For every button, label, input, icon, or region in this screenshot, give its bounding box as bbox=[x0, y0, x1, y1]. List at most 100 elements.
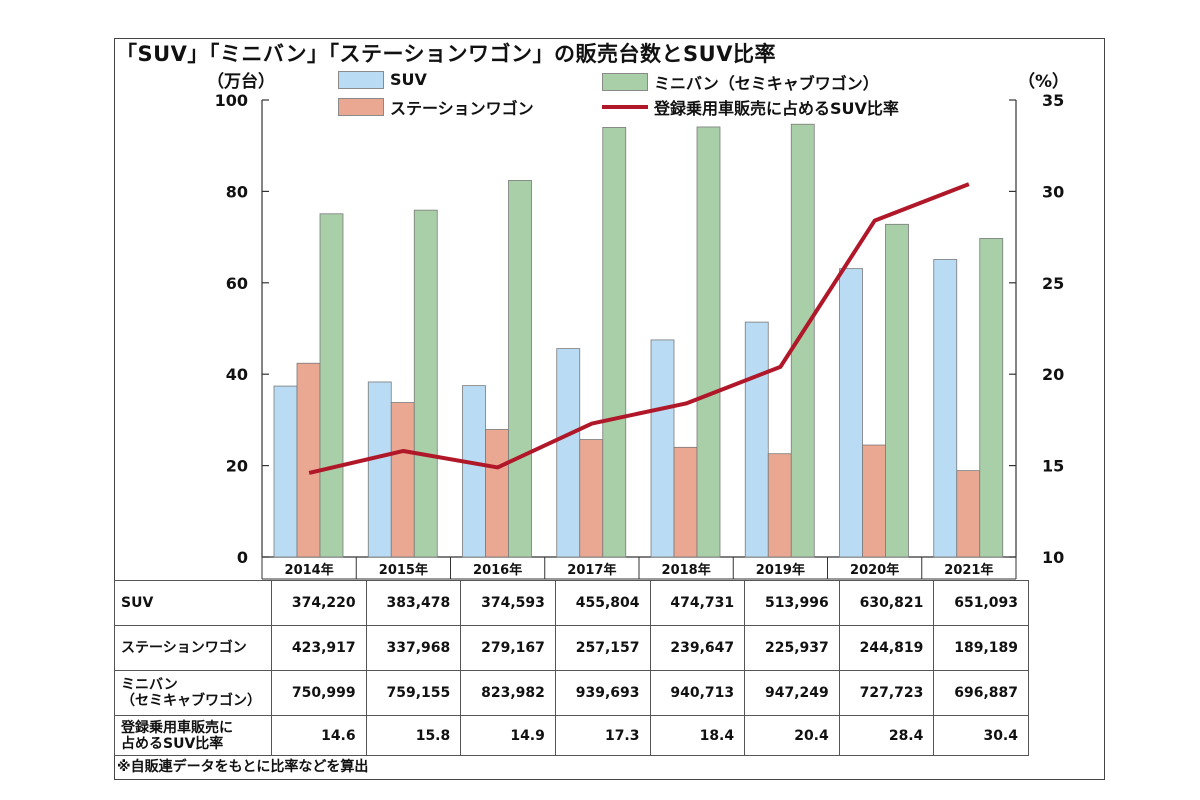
bar-suv bbox=[933, 259, 958, 558]
left-tick-label: 80 bbox=[226, 182, 248, 201]
table-cell: 939,693 bbox=[554, 670, 651, 716]
table-cell: 14.9 bbox=[460, 715, 556, 756]
table-cell: 28.4 bbox=[838, 715, 935, 756]
right-tick-label: 25 bbox=[1042, 274, 1064, 293]
x-tick-label: 2016年 bbox=[473, 562, 522, 578]
table-cell: 630,821 bbox=[838, 580, 935, 626]
table-cell: 727,723 bbox=[838, 670, 935, 716]
x-tick-label: 2018年 bbox=[662, 562, 711, 578]
left-tick-label: 40 bbox=[226, 365, 248, 384]
bar-wagon bbox=[767, 453, 792, 558]
legend-ratio-line bbox=[602, 105, 648, 109]
chart-frame bbox=[114, 38, 1105, 780]
chart-title: 「SUV」「ミニバン」「ステーションワゴン」の販売台数とSUV比率 bbox=[116, 42, 776, 66]
table-cell: 423,917 bbox=[271, 625, 367, 671]
legend-ratio: 登録乗用車販売に占めるSUV比率 bbox=[602, 95, 899, 119]
table-cell: 383,478 bbox=[365, 580, 462, 626]
bar-suv bbox=[273, 385, 298, 558]
table-cell: 279,167 bbox=[460, 625, 556, 671]
bar-wagon bbox=[579, 439, 604, 558]
table-cell: 940,713 bbox=[649, 670, 746, 716]
table-row: SUV 374,220 383,478 374,593 455,804 474,… bbox=[114, 580, 1029, 626]
table-row: ミニバン （セミキャブワゴン） 750,999 759,155 823,982 9… bbox=[114, 670, 1029, 716]
row-label: ステーションワゴン bbox=[114, 625, 272, 671]
row-label-line2: （セミキャブワゴン） bbox=[121, 693, 261, 709]
x-tick-label: 2020年 bbox=[850, 562, 899, 578]
data-table: SUV 374,220 383,478 374,593 455,804 474,… bbox=[114, 580, 1029, 756]
ratio-line bbox=[308, 182, 970, 475]
bar-wagon bbox=[956, 470, 981, 558]
table-cell: 474,731 bbox=[649, 580, 746, 626]
table-row: ステーションワゴン 423,917 337,968 279,167 257,15… bbox=[114, 625, 1029, 671]
x-tick-label: 2021年 bbox=[944, 562, 993, 578]
x-tick-label: 2019年 bbox=[756, 562, 805, 578]
right-axis-unit: （%） bbox=[1018, 72, 1070, 92]
table-cell: 18.4 bbox=[649, 715, 746, 756]
x-tick-label: 2014年 bbox=[285, 562, 334, 578]
legend-ratio-label: 登録乗用車販売に占めるSUV比率 bbox=[654, 99, 899, 118]
bar-suv bbox=[462, 385, 486, 558]
bar-suv bbox=[744, 321, 769, 558]
legend-minivan-label: ミニバン（セミキャブワゴン） bbox=[654, 74, 879, 93]
bar-wagon bbox=[485, 429, 509, 558]
bar-suv bbox=[556, 348, 581, 558]
table-cell: 759,155 bbox=[365, 670, 462, 716]
table-cell: 225,937 bbox=[744, 625, 840, 671]
table-cell: 750,999 bbox=[271, 670, 367, 716]
table-cell: 337,968 bbox=[365, 625, 462, 671]
bar-wagon bbox=[390, 402, 415, 558]
legend-suv-swatch bbox=[338, 70, 384, 89]
table-cell: 374,220 bbox=[271, 580, 367, 626]
bar-minivan bbox=[413, 209, 438, 558]
bar-minivan bbox=[790, 123, 815, 558]
table-cell: 374,593 bbox=[460, 580, 556, 626]
table-cell: 513,996 bbox=[744, 580, 840, 626]
bar-minivan bbox=[696, 126, 721, 558]
right-tick-label: 15 bbox=[1042, 457, 1064, 476]
left-tick-label: 100 bbox=[215, 91, 248, 110]
bar-minivan bbox=[885, 223, 909, 558]
bar-suv bbox=[650, 339, 675, 558]
table-cell: 30.4 bbox=[933, 715, 1029, 756]
bar-minivan bbox=[508, 180, 532, 558]
table-cell: 14.6 bbox=[271, 715, 367, 756]
legend-minivan-swatch bbox=[602, 73, 648, 91]
bar-minivan bbox=[319, 213, 344, 558]
footnote: ※自販連データをもとに比率などを算出 bbox=[117, 759, 369, 775]
table-cell: 20.4 bbox=[744, 715, 840, 756]
legend-wagon-label: ステーションワゴン bbox=[390, 99, 534, 118]
legend-suv-label: SUV bbox=[390, 70, 427, 89]
table-cell: 257,157 bbox=[554, 625, 651, 671]
table-cell: 239,647 bbox=[649, 625, 746, 671]
row-label: 登録乗用車販売に 占めるSUV比率 bbox=[114, 715, 272, 756]
bar-suv bbox=[839, 268, 863, 558]
bar-minivan bbox=[602, 127, 627, 558]
table-cell: 15.8 bbox=[365, 715, 462, 756]
table-cell: 823,982 bbox=[460, 670, 556, 716]
left-tick-label: 20 bbox=[226, 457, 248, 476]
row-label-line2: 占めるSUV比率 bbox=[121, 735, 224, 752]
table-cell: 455,804 bbox=[554, 580, 651, 626]
row-label-line1: 登録乗用車販売に bbox=[121, 719, 233, 736]
right-tick-label: 20 bbox=[1042, 365, 1064, 384]
x-tick-label: 2015年 bbox=[379, 562, 428, 578]
right-tick-label: 35 bbox=[1042, 91, 1064, 110]
table-cell: 651,093 bbox=[933, 580, 1029, 626]
left-axis-unit: （万台） bbox=[207, 72, 275, 92]
table-cell: 189,189 bbox=[933, 625, 1029, 671]
table-cell: 696,887 bbox=[933, 670, 1029, 716]
legend-wagon: ステーションワゴン bbox=[338, 95, 534, 119]
row-label: SUV bbox=[114, 580, 272, 626]
table-cell: 244,819 bbox=[838, 625, 935, 671]
row-label-line1: ミニバン bbox=[121, 677, 178, 693]
bar-wagon bbox=[673, 446, 698, 558]
legend-suv: SUV bbox=[338, 70, 427, 89]
table-cell: 947,249 bbox=[744, 670, 840, 716]
bar-wagon bbox=[862, 444, 886, 558]
bar-suv bbox=[367, 381, 392, 558]
legend-minivan: ミニバン（セミキャブワゴン） bbox=[602, 70, 879, 94]
right-tick-label: 30 bbox=[1042, 182, 1064, 201]
bar-wagon bbox=[296, 362, 321, 558]
row-label: ミニバン （セミキャブワゴン） bbox=[114, 670, 272, 716]
